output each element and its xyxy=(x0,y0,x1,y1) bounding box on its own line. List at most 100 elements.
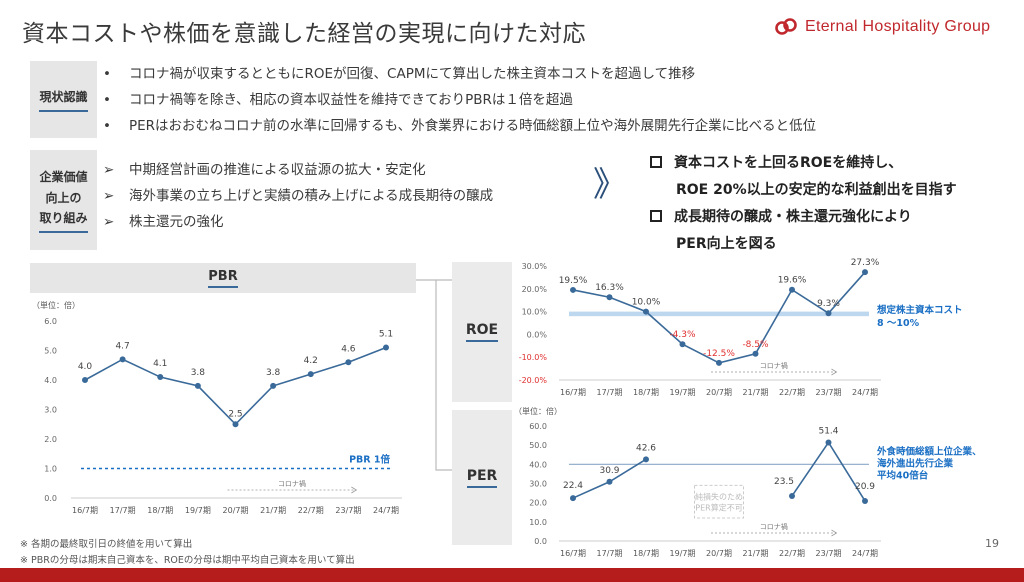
x-tick-label: 17/7期 xyxy=(597,388,623,397)
y-tick-label: -20.0% xyxy=(519,376,548,385)
unit-label: （単位：倍） xyxy=(32,300,80,310)
x-tick-label: 21/7期 xyxy=(743,549,769,558)
conclusion-item: PER向上を図る xyxy=(676,236,777,252)
data-label: 51.4 xyxy=(818,426,838,436)
y-tick-label: 5.0 xyxy=(44,347,57,356)
data-point xyxy=(679,341,686,348)
checkbox-square-icon xyxy=(650,210,662,222)
x-tick-label: 23/7期 xyxy=(816,549,842,558)
per-label: PER xyxy=(466,468,498,488)
x-tick-label: 17/7期 xyxy=(597,549,623,558)
missing-data-box xyxy=(694,484,744,519)
data-label: 2.5 xyxy=(228,409,242,419)
data-label: 27.3% xyxy=(851,258,880,268)
y-tick-label: 50.0 xyxy=(529,441,547,450)
chevron-right-icon: 》 xyxy=(593,165,627,205)
y-tick-label: 4.0 xyxy=(44,376,57,385)
y-tick-label: 0.0 xyxy=(534,537,547,546)
data-point xyxy=(232,421,239,428)
data-label: 22.4 xyxy=(563,481,583,491)
missing-data-note: PER算定不可 xyxy=(695,502,742,512)
footnote: ※ PBRの分母は期末自己資本を、ROEの分母は期中平均自己資本を用いて算出 xyxy=(20,555,355,566)
x-tick-label: 18/7期 xyxy=(633,388,659,397)
data-label: 4.1 xyxy=(153,359,167,369)
per-chart: （単位：倍） 0.0 10.0 20.0 30.0 40.0 50.0 60.0 16/7期 17… xyxy=(514,406,982,558)
roe-chart: 想定株主資本コスト 8 ～10% -20.0% -10.0% 0.0% 10.0% 20.0… xyxy=(519,258,963,397)
current-status-label: 現状認識 xyxy=(39,87,88,112)
data-label: -8.5% xyxy=(742,340,769,350)
x-tick-label: 23/7期 xyxy=(816,388,842,397)
list-item: • コロナ禍等を除き、相応の資本収益性を維持できておりPBRは１倍を超過 xyxy=(103,92,573,108)
x-tick-label: 20/7期 xyxy=(706,388,732,397)
data-point xyxy=(862,497,868,504)
initiatives-label: 企業価値 向上の 取り組み xyxy=(39,167,88,233)
data-point xyxy=(716,359,722,366)
data-point xyxy=(307,371,314,378)
checkbox-square-icon xyxy=(650,156,662,168)
data-point xyxy=(752,350,759,357)
list-item: ➢ 中期経営計画の推進による収益源の拡大・安定化 xyxy=(103,162,426,178)
per-label-box: PER xyxy=(452,410,512,545)
data-point xyxy=(194,382,201,389)
footnote: ※ 各期の最終取引日の終値を用いて算出 xyxy=(20,539,193,550)
x-tick-label: 16/7期 xyxy=(72,506,98,515)
page-title: 資本コストや株価を意識した経営の実現に向けた対応 xyxy=(22,21,586,47)
logo-rings-icon xyxy=(775,18,797,35)
y-tick-label: 0.0 xyxy=(44,494,57,503)
x-tick-label: 24/7期 xyxy=(373,506,399,515)
data-label: 5.1 xyxy=(379,330,393,340)
data-point xyxy=(606,294,613,301)
reference-line-label: 海外進出先行企業 xyxy=(877,457,954,469)
x-tick-label: 22/7期 xyxy=(298,506,324,515)
arrow-head-icon xyxy=(831,368,838,376)
data-point xyxy=(825,439,832,446)
x-tick-label: 24/7期 xyxy=(852,549,878,558)
data-point xyxy=(82,377,88,383)
conclusion-item: 成長期待の醸成・株主還元強化により xyxy=(650,204,957,231)
data-label: 4.6 xyxy=(341,344,356,354)
x-tick-label: 19/7期 xyxy=(670,388,696,397)
current-status-label-box: 現状認識 xyxy=(30,61,97,138)
x-tick-label: 17/7期 xyxy=(110,506,136,515)
arrow-head-icon xyxy=(351,486,358,494)
footer-bar xyxy=(0,568,1024,582)
reference-line-label: PBR 1倍 xyxy=(349,454,390,466)
x-tick-label: 16/7期 xyxy=(560,388,586,397)
y-tick-label: 20.0 xyxy=(529,499,547,508)
data-label: 16.3% xyxy=(595,283,624,293)
conclusions-list: 資本コストを上回るROEを維持し、 ROE 20%以上の安定的な利益創出を目指す… xyxy=(650,150,957,258)
data-label: 30.9 xyxy=(599,466,619,476)
y-tick-label: 40.0 xyxy=(529,460,547,469)
initiatives-label-box: 企業価値 向上の 取り組み xyxy=(30,150,97,250)
x-tick-label: 18/7期 xyxy=(147,506,173,515)
series-line xyxy=(791,441,866,502)
y-tick-label: 3.0 xyxy=(44,406,57,415)
y-tick-label: -10.0% xyxy=(519,353,548,362)
data-label: 3.8 xyxy=(191,368,206,378)
y-tick-label: 6.0 xyxy=(44,317,57,326)
list-item: • コロナ禍が収束するとともにROEが回復、CAPMにて算出した株主資本コストを超… xyxy=(103,66,696,82)
initiatives-list: ➢ 中期経営計画の推進による収益源の拡大・安定化 ➢ 海外事業の立ち上げと実績の積み… xyxy=(103,157,493,235)
x-tick-label: 21/7期 xyxy=(260,506,286,515)
data-point xyxy=(383,344,389,351)
y-tick-label: 60.0 xyxy=(529,422,547,431)
x-tick-label: 21/7期 xyxy=(743,388,769,397)
conclusion-item: 資本コストを上回るROEを維持し、 xyxy=(650,150,957,177)
data-point xyxy=(119,356,126,363)
data-point xyxy=(789,286,795,293)
data-point xyxy=(862,269,868,276)
x-tick-label: 18/7期 xyxy=(633,549,659,558)
band-label: 8 ～10% xyxy=(877,318,920,329)
pbr-chart-title: PBR xyxy=(208,269,238,288)
data-point xyxy=(270,382,277,389)
data-point xyxy=(157,374,164,381)
x-tick-label: 22/7期 xyxy=(779,549,805,558)
data-label: 19.5% xyxy=(559,276,588,286)
data-label: -12.5% xyxy=(703,349,735,359)
company-logo: Eternal Hospitality Group xyxy=(775,18,990,36)
x-tick-label: 20/7期 xyxy=(223,506,249,515)
band-label: 想定株主資本コスト xyxy=(876,304,963,316)
data-label: 20.9 xyxy=(855,482,875,492)
data-label: 4.0 xyxy=(78,362,93,372)
period-annotation-label: コロナ禍 xyxy=(760,522,788,531)
